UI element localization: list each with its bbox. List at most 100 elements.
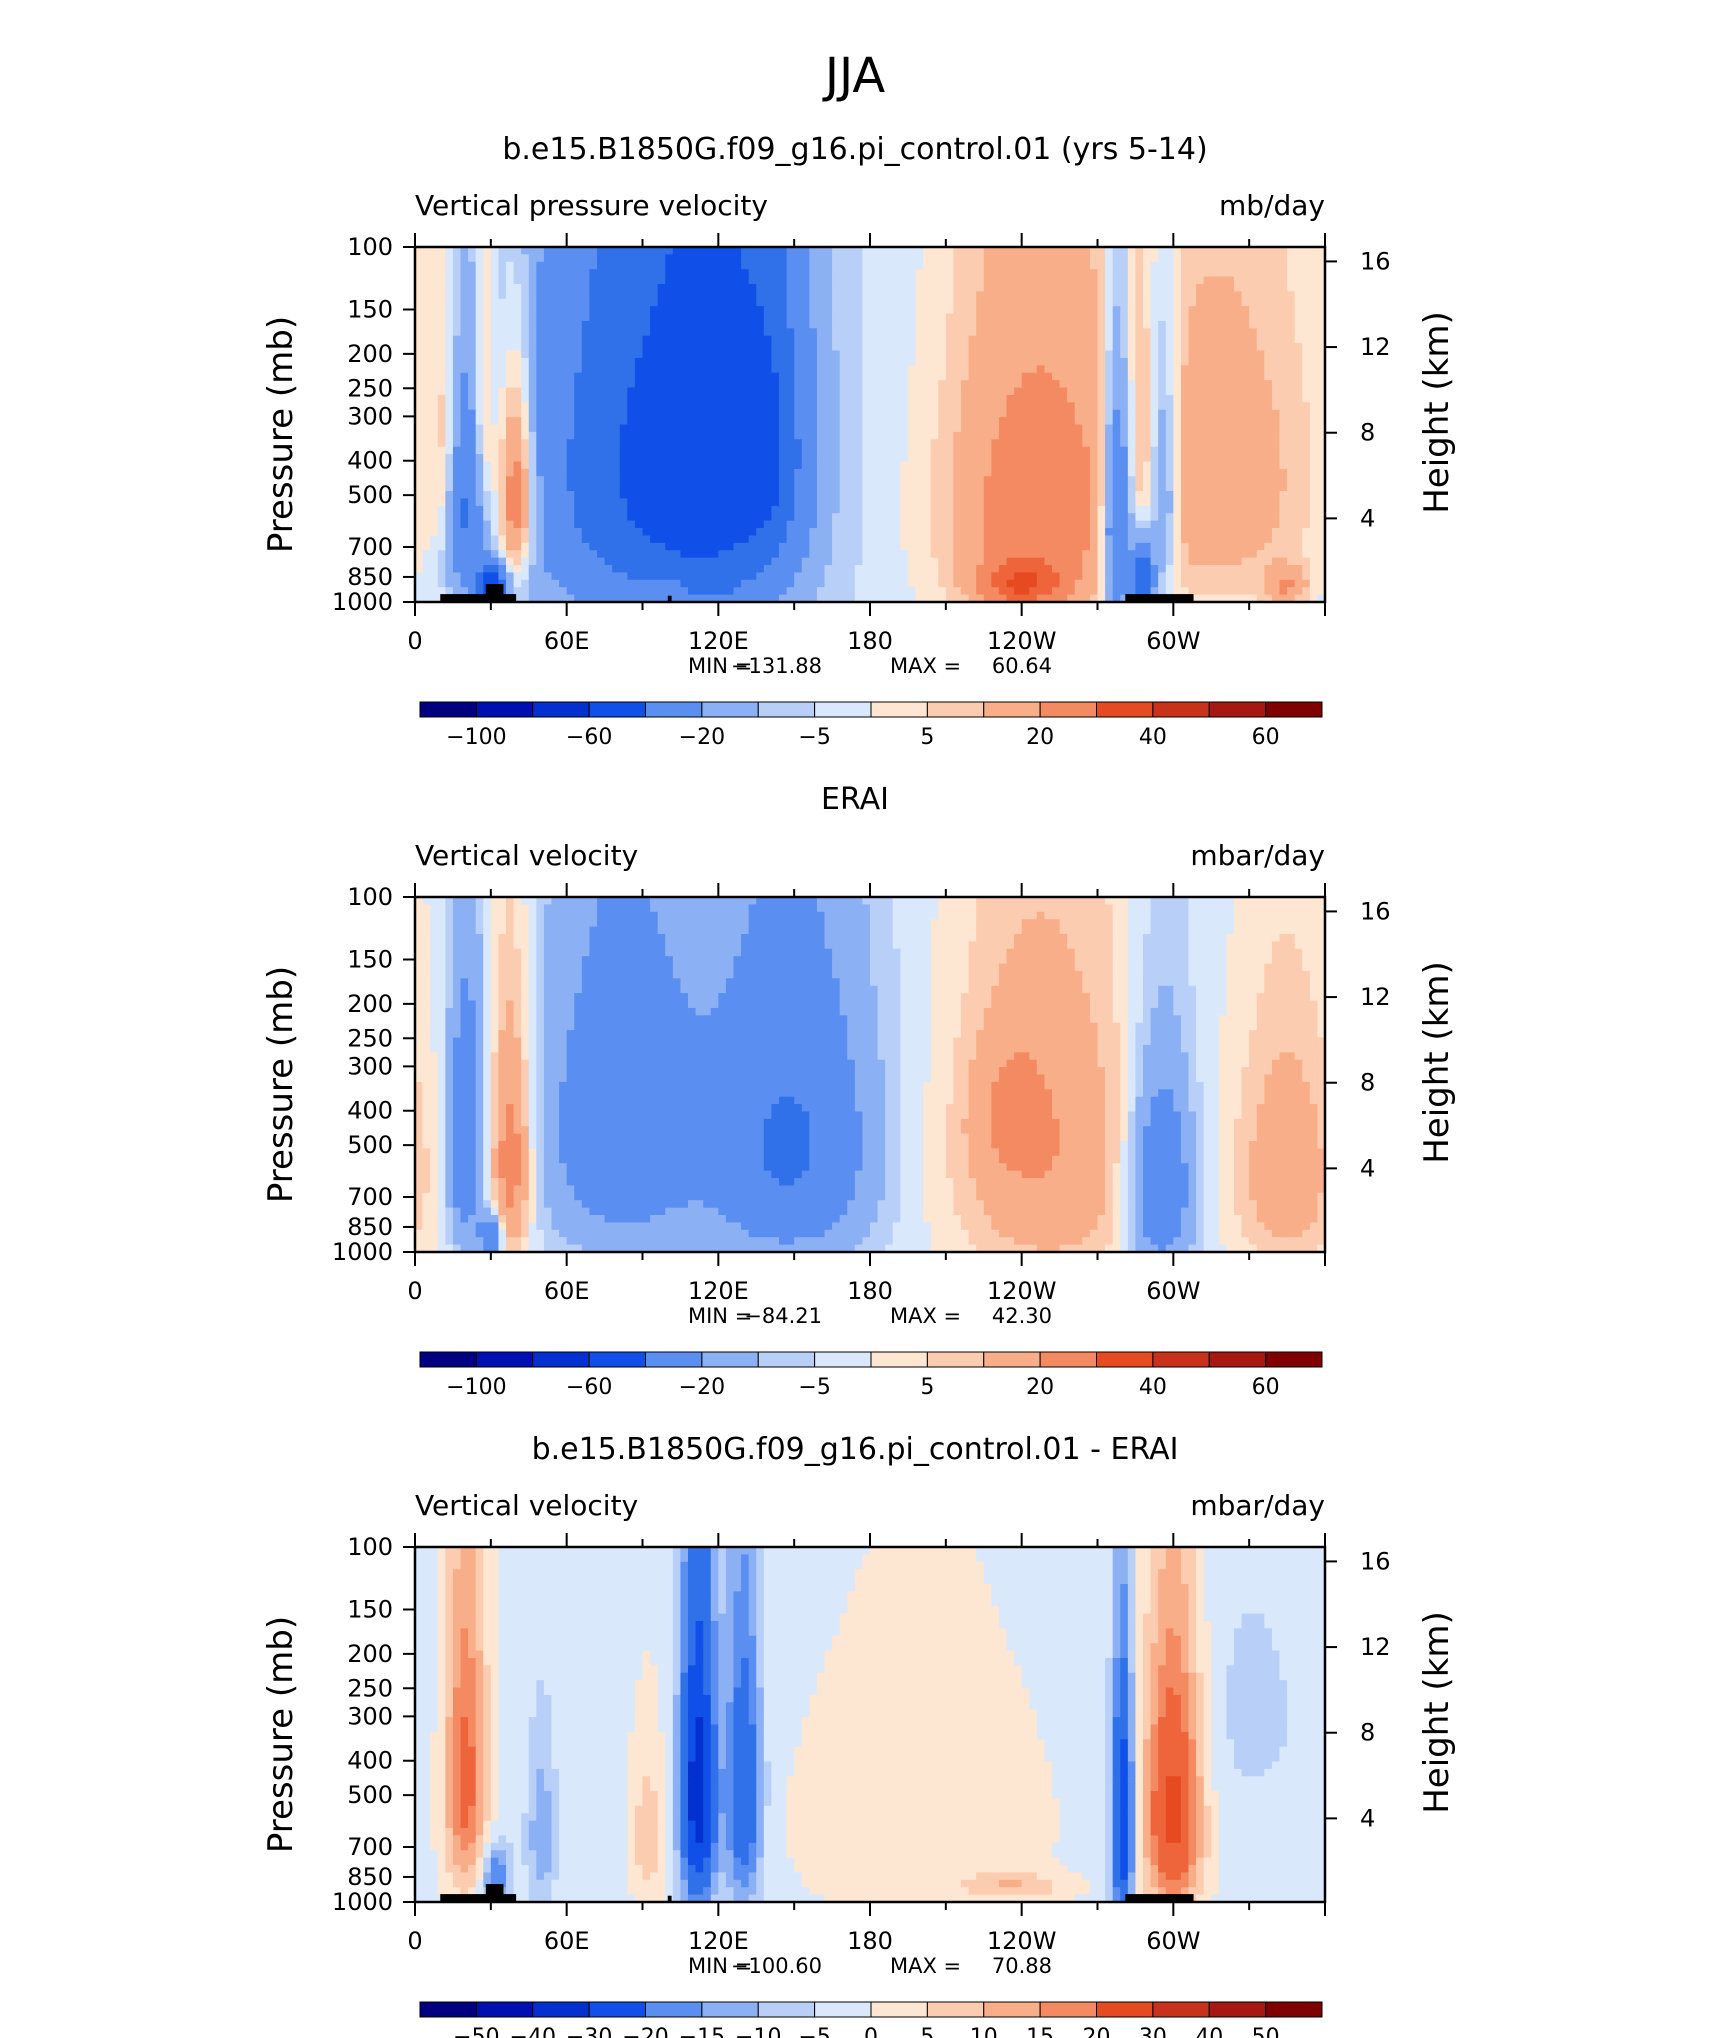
heatmap-cell [1007,454,1015,462]
heatmap-cell [1257,439,1265,447]
heatmap-cell [468,402,476,410]
heatmap-cell [1219,351,1227,359]
heatmap-cell [483,550,491,558]
heatmap-cell [916,284,924,292]
heatmap-cell [1166,328,1174,336]
heatmap-cell [1196,535,1204,543]
heatmap-cell [711,454,719,462]
heatmap-cell [885,469,893,477]
heatmap-cell [567,484,575,492]
heatmap-cell [1135,388,1143,396]
heatmap-cell [643,380,651,388]
heatmap-cell [567,476,575,484]
heatmap-cell [468,343,476,351]
heatmap-cell [1135,358,1143,366]
heatmap-cell [627,328,635,336]
heatmap-cell [1007,388,1015,396]
heatmap-cell [916,432,924,440]
heatmap-cell [536,521,544,529]
heatmap-cell [1120,277,1128,285]
heatmap-cell [612,291,620,299]
heatmap-cell [536,528,544,536]
heatmap-cell [1302,358,1310,366]
heatmap-cell [802,321,810,329]
heatmap-cell [726,299,734,307]
heatmap-cell [476,506,484,514]
heatmap-cell [552,513,560,521]
heatmap-cell [498,262,506,270]
heatmap-cell [1075,484,1083,492]
heatmap-cell [931,380,939,388]
heatmap-cell [1113,461,1121,469]
heatmap-cell [711,432,719,440]
heatmap-cell [680,365,688,373]
heatmap-cell [1181,425,1189,433]
heatmap-cell [711,365,719,373]
heatmap-cell [1143,543,1151,551]
heatmap-cell [491,395,499,403]
heatmap-cell [703,321,711,329]
heatmap-cell [476,343,484,351]
heatmap-cell [688,351,696,359]
heatmap-cell [1067,262,1075,270]
heatmap-cell [923,513,931,521]
heatmap-cell [916,498,924,506]
heatmap-cell [779,336,787,344]
heatmap-cell [870,291,878,299]
heatmap-cell [885,417,893,425]
heatmap-cell [1113,513,1121,521]
heatmap-cell [521,321,529,329]
heatmap-cell [605,380,613,388]
heatmap-cell [718,321,726,329]
heatmap-cell [809,484,817,492]
heatmap-cell [544,299,552,307]
heatmap-cell [1029,277,1037,285]
heatmap-cell [1143,498,1151,506]
heatmap-cell [567,321,575,329]
heatmap-cell [612,351,620,359]
heatmap-cell [491,484,499,492]
heatmap-cell [1196,395,1204,403]
heatmap-cell [1105,417,1113,425]
heatmap-cell [1242,432,1250,440]
heatmap-cell [1113,425,1121,433]
heatmap-cell [771,306,779,314]
heatmap-cell [1082,262,1090,270]
heatmap-cell [612,513,620,521]
heatmap-cell [1022,284,1030,292]
heatmap-cell [809,535,817,543]
heatmap-cell [1264,269,1272,277]
heatmap-cell [862,461,870,469]
heatmap-cell [1310,521,1318,529]
heatmap-cell [931,454,939,462]
heatmap-cell [521,284,529,292]
heatmap-cell [1105,284,1113,292]
heatmap-cell [597,269,605,277]
heatmap-cell [900,506,908,514]
heatmap-cell [627,365,635,373]
heatmap-cell [855,417,863,425]
heatmap-cell [1044,506,1052,514]
heatmap-cell [574,410,582,418]
heatmap-cell [1105,454,1113,462]
heatmap-cell [976,284,984,292]
heatmap-cell [984,328,992,336]
heatmap-cell [476,491,484,499]
heatmap-cell [1007,513,1015,521]
heatmap-cell [476,299,484,307]
heatmap-cell [1310,535,1318,543]
heatmap-cell [734,476,742,484]
heatmap-cell [946,461,954,469]
heatmap-cell [878,336,886,344]
heatmap-cell [1211,498,1219,506]
heatmap-cell [1204,380,1212,388]
heatmap-cell [696,306,704,314]
heatmap-cell [832,484,840,492]
heatmap-cell [734,528,742,536]
heatmap-cell [741,314,749,322]
heatmap-cell [938,550,946,558]
heatmap-cell [832,491,840,499]
heatmap-cell [536,432,544,440]
heatmap-cell [673,262,681,270]
heatmap-cell [612,388,620,396]
